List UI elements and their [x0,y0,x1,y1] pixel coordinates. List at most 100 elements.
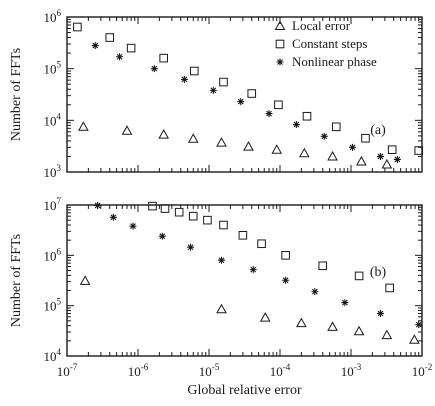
series-square [148,201,394,293]
data-point-triangle [79,275,91,285]
legend-marker-star [276,58,284,66]
data-point-square [203,215,212,225]
data-point-square [257,239,266,249]
y-tick-label: 106 [44,8,62,25]
data-point-square [159,53,168,63]
y-tick-label: 105 [44,60,62,77]
data-point-star [311,288,319,296]
data-point-square [274,100,283,110]
data-point-star [376,152,384,160]
data-point-triangle [381,329,393,340]
series-star [94,201,423,329]
x-axis-label: Global relative error [187,383,302,398]
data-point-square [148,201,157,211]
data-point-star [376,309,384,317]
data-point-triangle [158,129,170,139]
data-point-triangle [121,125,133,135]
data-point-triangle [327,150,338,161]
data-point-star [341,299,349,307]
data-point-triangle [216,303,227,314]
data-point-star [209,86,217,94]
panel-a: 103 104 105 106 Number of FFTs (a) Local error… [9,8,424,180]
data-point-star [218,256,226,264]
x-ticks [66,205,423,356]
data-point-star [129,222,137,230]
data-point-triangle [271,144,283,154]
data-point-star [237,98,245,106]
data-point-square [238,231,248,240]
legend-label: Nonlinear phase [292,54,377,69]
data-point-square [219,220,228,230]
data-point-star [265,110,273,118]
x-tick-label: 10-5 [199,362,220,379]
y-axis-label: Number of FFTs [9,234,24,327]
y-ticks [67,204,422,357]
panel-b: 104 105 106 107 10-7 10-6 10-5 10-4 10-3 10-2 Numb… [9,196,432,398]
data-point-star [109,213,117,221]
data-point-star [116,53,124,61]
plot-frame [66,16,423,173]
data-point-triangle [187,133,199,143]
data-point-star [94,201,102,209]
data-point-square [387,145,397,155]
x-tick-label: 10-6 [128,362,149,379]
data-point-triangle [381,158,393,169]
data-point-triangle [356,155,367,166]
data-point-star [187,243,195,251]
data-point-star [91,42,99,50]
data-point-square [174,207,184,217]
data-point-square [318,261,328,271]
legend-label: Constant steps [292,36,367,51]
y-tick-label: 107 [44,196,62,213]
x-ticks [66,17,423,172]
data-point-square [281,251,290,260]
data-point-square [331,122,341,132]
data-point-triangle [408,334,420,344]
x-tick-label: 10-7 [57,362,78,379]
data-point-triangle [216,137,227,147]
data-point-square [73,22,82,32]
data-point-square [354,271,364,281]
y-ticks [67,16,422,173]
legend-label: Local error [292,18,351,33]
y-axis-label: Number of FFTs [9,48,24,141]
data-point-square [219,77,228,87]
data-point-star [180,75,188,83]
data-point-star [320,132,328,140]
data-point-square [188,211,198,221]
data-point-star [158,232,166,240]
data-point-star [292,121,300,129]
data-point-square [414,146,424,155]
data-point-square [302,111,312,121]
data-point-star [249,266,257,274]
series-triangle [78,121,393,169]
data-point-triangle [298,147,310,158]
y-tick-label: 106 [44,246,62,263]
y-tick-label: 104 [44,111,62,128]
y-tick-label: 103 [44,163,62,180]
x-tick-label: 10-3 [341,362,362,379]
data-point-triangle [327,321,338,331]
data-point-triangle [243,141,254,151]
data-point-triangle [259,312,271,322]
data-point-star [150,65,158,73]
series-square [73,22,424,155]
data-point-star [415,321,423,329]
x-tick-label: 10-4 [270,362,291,379]
data-point-triangle [296,317,307,328]
data-point-square [189,66,199,76]
data-point-square [361,133,370,143]
data-point-star [393,155,401,163]
series-triangle [79,275,420,344]
data-point-star [349,143,357,151]
legend: Local error Constant steps Nonlinear phase [274,18,377,69]
plot-frame [66,204,423,357]
data-point-square [385,283,394,293]
y-tick-label: 105 [44,297,62,314]
data-point-square [247,89,257,98]
series-star [91,42,401,163]
data-point-triangle [353,325,365,336]
legend-marker-square [275,39,285,49]
